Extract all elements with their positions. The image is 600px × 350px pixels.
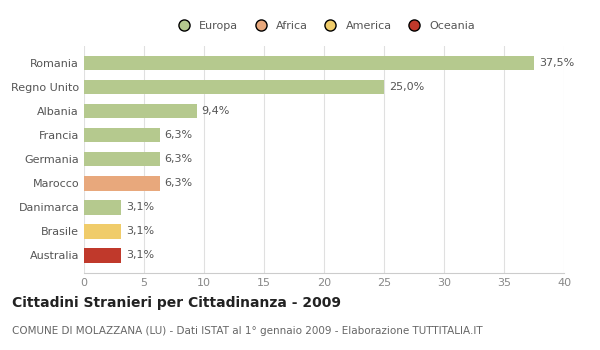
Text: 3,1%: 3,1% [126,251,154,260]
Text: 6,3%: 6,3% [164,178,193,188]
Text: Cittadini Stranieri per Cittadinanza - 2009: Cittadini Stranieri per Cittadinanza - 2… [12,296,341,310]
Bar [84,128,160,142]
Text: 6,3%: 6,3% [164,154,193,164]
Text: COMUNE DI MOLAZZANA (LU) - Dati ISTAT al 1° gennaio 2009 - Elaborazione TUTTITAL: COMUNE DI MOLAZZANA (LU) - Dati ISTAT al… [12,326,482,336]
Text: 3,1%: 3,1% [126,202,154,212]
Bar [84,248,121,262]
Bar [84,224,121,239]
Bar [84,80,384,94]
Bar [84,152,160,167]
Bar [84,200,121,215]
Text: 6,3%: 6,3% [164,130,193,140]
Text: 3,1%: 3,1% [126,226,154,236]
Text: 25,0%: 25,0% [389,82,424,92]
Legend: Europa, Africa, America, Oceania: Europa, Africa, America, Oceania [168,16,480,35]
Text: 9,4%: 9,4% [202,106,230,116]
Bar [84,104,197,118]
Bar [84,176,160,190]
Text: 37,5%: 37,5% [539,58,574,68]
Bar [84,56,534,70]
